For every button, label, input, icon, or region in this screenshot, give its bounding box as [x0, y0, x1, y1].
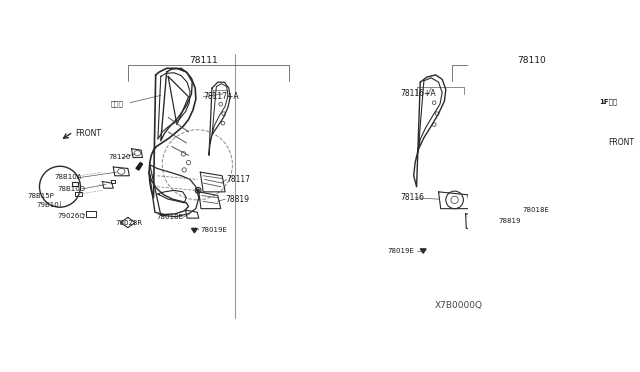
Text: 78117+A: 78117+A — [203, 92, 239, 101]
Text: 78116+A: 78116+A — [401, 89, 436, 99]
Polygon shape — [136, 163, 143, 170]
Text: 78B15P: 78B15P — [28, 193, 54, 199]
Text: FRONT: FRONT — [608, 138, 634, 147]
Text: 79B10: 79B10 — [36, 202, 60, 208]
Text: FRONT: FRONT — [76, 129, 101, 138]
Text: 78819: 78819 — [499, 218, 521, 224]
Text: 78019E: 78019E — [387, 248, 414, 254]
Text: 78819: 78819 — [225, 195, 249, 203]
Circle shape — [197, 189, 199, 192]
Text: 78120: 78120 — [108, 154, 131, 160]
Text: 非販売: 非販売 — [111, 101, 124, 108]
Text: 78B10A: 78B10A — [55, 174, 83, 180]
Text: 78111: 78111 — [189, 56, 218, 65]
Text: 79026Q: 79026Q — [57, 213, 84, 219]
Polygon shape — [557, 150, 566, 160]
Text: 78019E: 78019E — [200, 227, 227, 233]
Polygon shape — [420, 249, 426, 253]
Text: 1F販売: 1F販売 — [599, 98, 618, 105]
Text: 78028R: 78028R — [115, 220, 143, 226]
Text: 78116: 78116 — [401, 193, 424, 202]
Circle shape — [481, 200, 483, 202]
Text: 78B10D: 78B10D — [57, 186, 85, 192]
Text: 78110: 78110 — [518, 56, 547, 65]
Text: 78018E: 78018E — [156, 214, 183, 221]
Text: X7B0000Q: X7B0000Q — [435, 301, 483, 310]
Polygon shape — [191, 228, 197, 233]
Text: 78018E: 78018E — [523, 207, 550, 213]
Text: 78117: 78117 — [227, 175, 251, 184]
